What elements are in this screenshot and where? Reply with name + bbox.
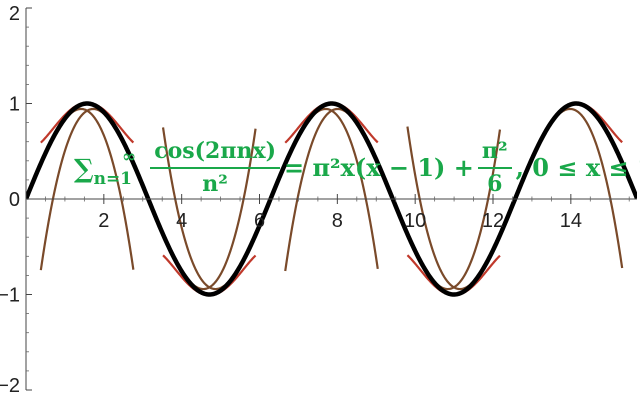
y-tick-label: 0	[9, 189, 20, 211]
sum-symbol: ∑	[74, 154, 94, 185]
axes	[25, 7, 637, 391]
y-tick-label: 1	[9, 94, 20, 116]
formula-annotation: ∑n=1∞ cos(2πnx) n² = π²x(x − 1) + π² 6 ,…	[74, 132, 640, 202]
rhs-fraction-bar	[477, 166, 512, 169]
formula-domain: , 0 ≤ x ≤ 1	[515, 152, 640, 182]
fraction-bar	[150, 166, 280, 169]
x-tick-label: 6	[254, 210, 265, 232]
sum-lower-limit: n=1	[93, 168, 133, 189]
series-term-fraction: cos(2πnx) n²	[150, 138, 280, 197]
main-curve-layer	[26, 101, 637, 297]
main-series-line	[26, 101, 637, 297]
x-tick-label: 4	[176, 210, 187, 232]
rhs-fraction-denominator: 6	[487, 170, 503, 197]
y-tick-label: −1	[0, 285, 20, 307]
y-tick-label: −2	[0, 375, 20, 397]
x-tick-label: 12	[482, 210, 504, 232]
x-tick-label: 8	[332, 210, 343, 232]
series-numerator: cos(2πnx)	[154, 137, 276, 164]
x-tick-label: 14	[560, 210, 582, 232]
y-tick-label: 2	[9, 3, 20, 25]
formula-rhs: = π²x(x − 1) +	[283, 152, 474, 182]
x-tick-label: 10	[404, 210, 426, 232]
sum-upper-limit: ∞	[122, 147, 137, 168]
rhs-fraction-numerator: π²	[481, 137, 508, 164]
series-denominator: n²	[202, 170, 228, 197]
sum-symbol-group: ∑n=1∞	[74, 147, 146, 189]
rhs-fraction: π² 6	[477, 137, 512, 197]
x-tick-label: 2	[98, 210, 109, 232]
